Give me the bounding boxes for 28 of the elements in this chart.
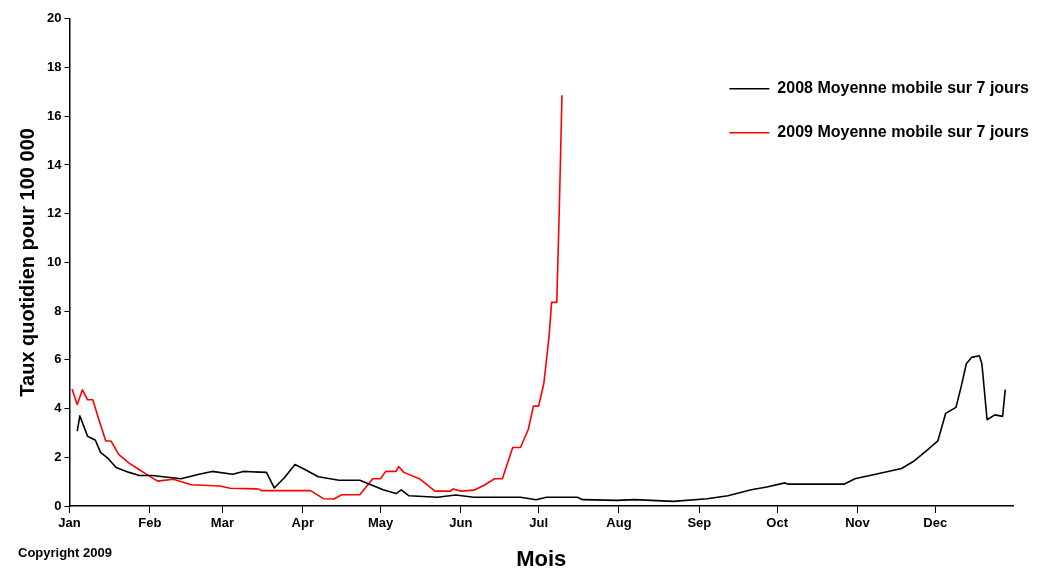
x-tick-label: May (367, 515, 394, 531)
y-tick-label: 4 (54, 400, 63, 416)
x-tick-label: Jan (58, 515, 81, 531)
y-tick-label: 16 (46, 107, 62, 123)
x-tick-label: Aug (606, 515, 632, 531)
x-tick-label: Oct (766, 515, 789, 531)
y-tick-label: 10 (46, 253, 62, 269)
y-tick-label: 6 (54, 351, 62, 367)
x-axis-title: Mois (516, 545, 567, 571)
legend-label: 2009 Moyenne mobile sur 7 jours (777, 123, 1030, 141)
legend-label: 2008 Moyenne mobile sur 7 jours (777, 79, 1030, 97)
y-axis-title: Taux quotidien pour 100 000 (15, 128, 38, 397)
y-tick-label: 18 (46, 59, 62, 75)
x-tick-label: Jul (529, 515, 549, 531)
y-tick-label: 14 (46, 156, 63, 172)
y-tick-label: 20 (46, 10, 62, 26)
y-tick-label: 12 (46, 205, 62, 221)
y-tick-label: 0 (54, 497, 62, 513)
x-tick-label: Nov (845, 515, 871, 531)
x-tick-label: Apr (291, 515, 314, 531)
text: Copyright 2009 (18, 545, 112, 561)
x-tick-label: Mar (210, 515, 234, 531)
x-tick-label: Feb (138, 515, 162, 531)
y-tick-label: 8 (54, 302, 62, 318)
x-tick-label: Jun (449, 515, 473, 531)
x-tick-label: Sep (687, 515, 712, 531)
x-tick-label: Dec (923, 515, 948, 531)
y-tick-label: 2 (54, 448, 62, 464)
